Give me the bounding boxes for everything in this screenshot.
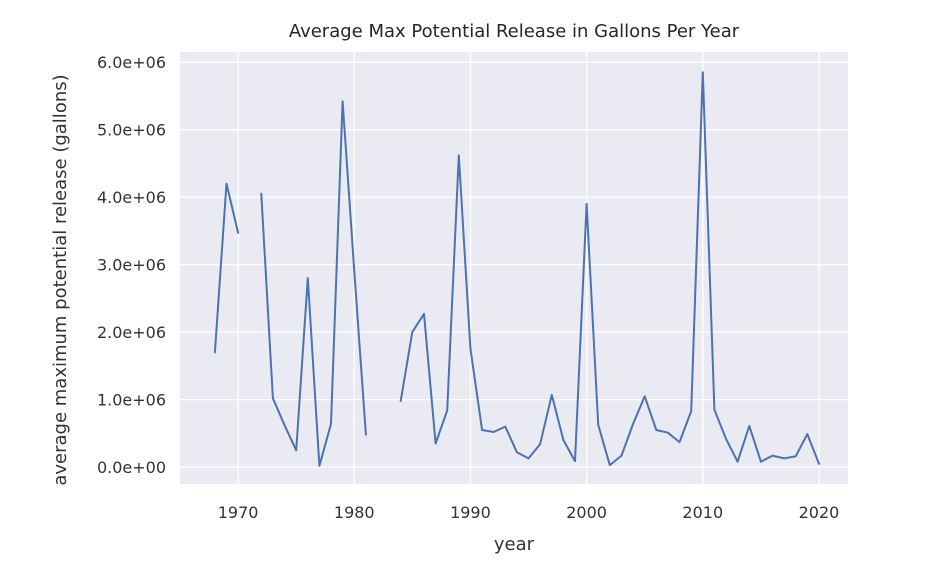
x-axis-ticks: 1970 1980 1990 2000 2010 2020	[218, 503, 840, 522]
series-line-segment	[260, 100, 367, 467]
y-tick-label: 3.0e+06	[97, 256, 166, 275]
plot-area	[180, 52, 848, 484]
chart-title: Average Max Potential Release in Gallons…	[289, 21, 740, 42]
series-line-segment	[399, 71, 820, 467]
series-line-segment	[213, 182, 240, 354]
y-tick-label: 4.0e+06	[97, 188, 166, 207]
x-tick-label: 1980	[334, 503, 375, 522]
y-tick-label: 2.0e+06	[97, 323, 166, 342]
y-tick-label: 5.0e+06	[97, 121, 166, 140]
y-axis-ticks: 0.0e+00 1.0e+06 2.0e+06 3.0e+06 4.0e+06 5.0e+…	[97, 53, 166, 477]
x-tick-label: 2010	[682, 503, 723, 522]
y-tick-label: 1.0e+06	[97, 391, 166, 410]
data-series	[213, 71, 820, 467]
grid-lines	[180, 52, 848, 484]
x-tick-label: 1970	[218, 503, 259, 522]
x-tick-label: 2020	[799, 503, 840, 522]
y-tick-label: 0.0e+00	[97, 458, 166, 477]
y-axis-label: average maximum potential release (gallo…	[50, 74, 71, 485]
x-tick-label: 1990	[450, 503, 491, 522]
x-tick-label: 2000	[566, 503, 607, 522]
y-tick-label: 6.0e+06	[97, 53, 166, 72]
x-axis-label: year	[494, 534, 535, 555]
